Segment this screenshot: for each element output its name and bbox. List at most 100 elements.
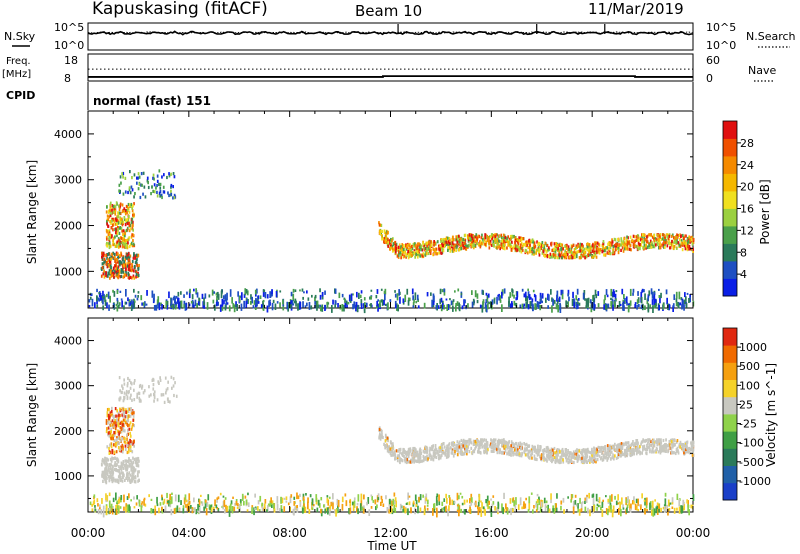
- range-gate-cell: [488, 240, 490, 244]
- range-gate-cell: [586, 454, 589, 458]
- range-gate-cell: [396, 456, 399, 460]
- range-gate-cell: [538, 253, 541, 257]
- range-gate-cell: [118, 441, 120, 445]
- range-gate-cell: [460, 292, 463, 296]
- range-gate-cell: [314, 300, 316, 305]
- range-gate-cell: [637, 441, 639, 445]
- range-gate-cell: [453, 244, 455, 248]
- range-gate-cell: [110, 459, 113, 463]
- range-gate-cell: [614, 248, 617, 252]
- range-gate-cell: [136, 392, 139, 396]
- range-gate-cell: [617, 443, 619, 447]
- range-gate-cell: [677, 449, 679, 453]
- range-gate-cell: [172, 297, 175, 301]
- range-gate-cell: [439, 300, 442, 303]
- range-gate-cell: [647, 294, 650, 298]
- range-gate-cell: [485, 240, 488, 244]
- range-gate-cell: [584, 298, 586, 301]
- range-gate-cell: [124, 421, 127, 425]
- range-gate-cell: [621, 453, 624, 457]
- range-gate-cell: [447, 304, 450, 310]
- range-gate-cell: [508, 243, 511, 247]
- range-gate-cell: [445, 242, 448, 247]
- range-gate-cell: [167, 191, 169, 195]
- range-gate-cell: [509, 292, 512, 298]
- range-gate-cell: [113, 291, 116, 297]
- range-gate-cell: [685, 245, 688, 249]
- range-gate-cell: [370, 289, 373, 292]
- range-gate-cell: [122, 256, 124, 260]
- range-gate-cell: [117, 436, 120, 440]
- range-gate-cell: [532, 240, 534, 244]
- range-gate-cell: [692, 237, 695, 242]
- range-gate-cell: [128, 259, 131, 263]
- range-gate-cell: [459, 237, 462, 241]
- range-gate-cell: [531, 298, 534, 303]
- range-gate-cell: [671, 440, 674, 444]
- range-gate-cell: [109, 213, 112, 218]
- range-gate-cell: [108, 451, 111, 455]
- range-gate-cell: [131, 268, 134, 272]
- range-gate-cell: [128, 457, 130, 461]
- range-gate-cell: [120, 465, 122, 469]
- range-gate-cell: [561, 452, 563, 456]
- range-gate-cell: [543, 246, 545, 250]
- range-gate-cell: [654, 449, 657, 453]
- range-gate-cell: [663, 233, 666, 237]
- range-gate-cell: [525, 240, 528, 244]
- range-gate-cell: [400, 245, 402, 249]
- range-gate-cell: [476, 237, 479, 241]
- range-gate-cell: [213, 291, 215, 294]
- range-gate-cell: [572, 450, 575, 454]
- range-gate-cell: [509, 448, 512, 452]
- range-gate-cell: [310, 305, 313, 310]
- range-gate-cell: [481, 233, 483, 237]
- range-gate-cell: [457, 288, 460, 292]
- range-gate-cell: [503, 235, 505, 239]
- range-gate-cell: [593, 303, 596, 310]
- freq-unit-label: [MHz]: [2, 69, 31, 80]
- range-gate-cell: [124, 301, 127, 305]
- range-gate-cell: [548, 254, 550, 258]
- range-gate-cell: [123, 382, 126, 386]
- range-gate-cell: [614, 244, 617, 248]
- range-gate-cell: [384, 239, 387, 243]
- range-gate-cell: [127, 206, 130, 211]
- range-gate-cell: [511, 289, 514, 294]
- range-gate-cell: [158, 191, 161, 195]
- range-gate-cell: [594, 289, 597, 296]
- range-gate-cell: [451, 448, 454, 452]
- range-gate-cell: [474, 240, 476, 244]
- range-gate-cell: [405, 244, 407, 248]
- range-gate-cell: [390, 237, 392, 242]
- range-gate-cell: [499, 295, 502, 301]
- range-gate-cell: [593, 455, 595, 459]
- range-gate-cell: [484, 447, 487, 451]
- range-gate-cell: [442, 244, 444, 248]
- range-gate-cell: [133, 276, 136, 280]
- range-gate-cell: [287, 304, 289, 312]
- range-gate-cell: [126, 254, 129, 258]
- range-gate-cell: [531, 456, 533, 460]
- range-gate-cell: [104, 259, 107, 263]
- range-gate-cell: [630, 448, 633, 452]
- range-gate-cell: [530, 492, 533, 495]
- range-gate-cell: [572, 291, 574, 298]
- range-gate-cell: [484, 243, 487, 247]
- range-gate-cell: [550, 449, 552, 453]
- range-gate-cell: [465, 449, 467, 453]
- range-gate-cell: [592, 295, 594, 302]
- range-gate-cell: [593, 250, 596, 254]
- range-gate-cell: [102, 296, 105, 299]
- range-gate-cell: [306, 290, 308, 294]
- range-gate-cell: [377, 299, 379, 302]
- range-gate-cell: [558, 251, 560, 255]
- range-gate-cell: [121, 443, 124, 447]
- range-gate-cell: [678, 233, 681, 238]
- range-gate-cell: [244, 288, 247, 296]
- range-gate-cell: [129, 301, 132, 306]
- range-gate-cell: [649, 450, 651, 454]
- range-gate-cell: [104, 457, 107, 461]
- range-gate-cell: [118, 231, 121, 235]
- range-gate-cell: [389, 451, 392, 456]
